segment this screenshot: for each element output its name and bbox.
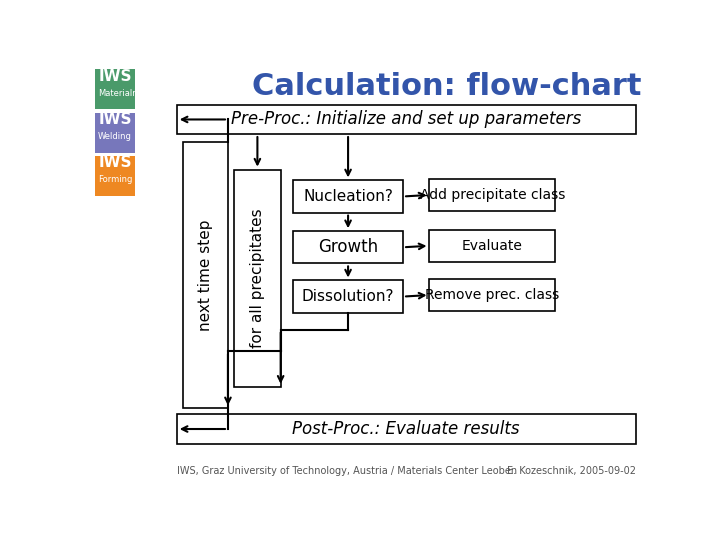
Text: IWS: IWS — [99, 112, 132, 127]
Text: IWS: IWS — [99, 155, 132, 170]
Bar — [94, 112, 135, 153]
Bar — [94, 70, 135, 110]
Text: Welding: Welding — [98, 132, 132, 141]
Bar — [429, 230, 555, 262]
Text: IWS: IWS — [99, 69, 132, 84]
Text: next time step: next time step — [198, 219, 213, 331]
Text: Nucleation?: Nucleation? — [303, 189, 393, 204]
Bar — [94, 156, 135, 195]
Text: Evaluate: Evaluate — [462, 239, 523, 253]
Text: for all precipitates: for all precipitates — [250, 208, 265, 348]
Text: Pre-Proc.: Initialize and set up parameters: Pre-Proc.: Initialize and set up paramet… — [231, 111, 581, 129]
Bar — [429, 279, 555, 311]
Text: Post-Proc.: Evaluate results: Post-Proc.: Evaluate results — [292, 420, 520, 438]
Bar — [177, 105, 636, 134]
Bar — [293, 231, 403, 264]
Bar — [293, 180, 403, 213]
Text: Add precipitate class: Add precipitate class — [420, 188, 565, 202]
Text: Forming: Forming — [98, 175, 132, 184]
Text: Growth: Growth — [318, 238, 378, 256]
Text: E. Kozeschnik, 2005-09-02: E. Kozeschnik, 2005-09-02 — [508, 467, 636, 476]
Bar — [177, 414, 636, 444]
Text: IWS, Graz University of Technology, Austria / Materials Center Leoben: IWS, Graz University of Technology, Aust… — [177, 467, 517, 476]
Text: Remove prec. class: Remove prec. class — [425, 288, 559, 302]
Text: Dissolution?: Dissolution? — [302, 289, 395, 304]
Bar — [234, 170, 281, 387]
Text: Calculation: flow-chart: Calculation: flow-chart — [252, 72, 642, 101]
Bar — [183, 142, 228, 408]
Bar — [429, 179, 555, 211]
Bar — [293, 280, 403, 313]
Text: Materialn: Materialn — [98, 89, 138, 98]
